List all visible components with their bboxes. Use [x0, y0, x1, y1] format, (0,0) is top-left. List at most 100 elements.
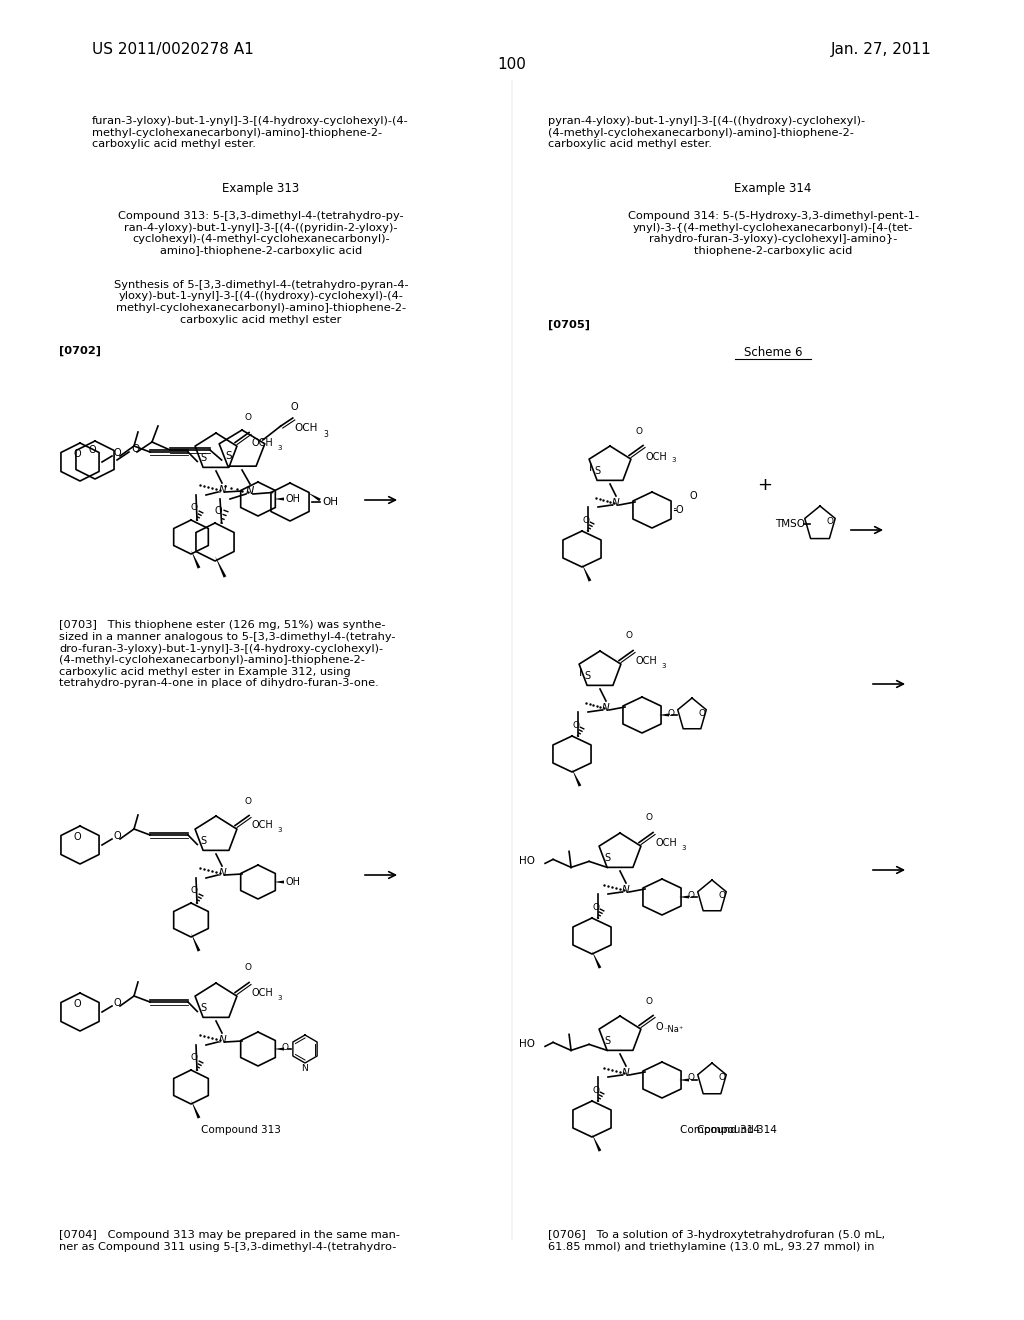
Text: ⁻Na⁺: ⁻Na⁺ [664, 1024, 683, 1034]
Polygon shape [679, 895, 689, 899]
Text: O: O [190, 503, 198, 512]
Text: N: N [623, 1068, 630, 1078]
Text: OH: OH [322, 498, 338, 507]
Text: O: O [291, 403, 299, 412]
Text: O: O [282, 1043, 289, 1052]
Text: 3: 3 [662, 663, 666, 668]
Polygon shape [307, 492, 321, 502]
Text: 3: 3 [278, 828, 282, 833]
Text: O: O [698, 709, 706, 718]
Text: Compound 314: Compound 314 [697, 1125, 777, 1135]
Text: S: S [585, 671, 591, 681]
Text: 3: 3 [681, 845, 685, 850]
Text: OCH: OCH [251, 821, 272, 830]
Text: pyran-4-yloxy)-but-1-ynyl]-3-[(4-((hydroxy)-cyclohexyl)-
(4-methyl-cyclohexaneca: pyran-4-yloxy)-but-1-ynyl]-3-[(4-((hydro… [548, 116, 865, 149]
Text: O: O [645, 813, 652, 822]
Text: S: S [595, 466, 601, 475]
Text: O: O [593, 903, 599, 912]
Text: O: O [114, 447, 122, 458]
Polygon shape [582, 564, 591, 582]
Text: OCH: OCH [251, 437, 272, 447]
Text: O: O [114, 832, 122, 841]
Polygon shape [592, 950, 601, 969]
Text: Synthesis of 5-[3,3-dimethyl-4-(tetrahydro-pyran-4-
yloxy)-but-1-ynyl]-3-[(4-((h: Synthesis of 5-[3,3-dimethyl-4-(tetrahyd… [114, 280, 409, 325]
Text: O: O [826, 517, 834, 527]
Text: [0702]: [0702] [59, 346, 101, 356]
Text: S: S [201, 1003, 207, 1012]
Text: N: N [219, 869, 227, 878]
Polygon shape [572, 770, 582, 787]
Text: O: O [690, 491, 697, 502]
Text: N: N [612, 498, 620, 508]
Text: N: N [246, 486, 254, 496]
Text: O: O [190, 886, 198, 895]
Text: S: S [201, 453, 207, 463]
Text: I: I [589, 463, 592, 474]
Text: O: O [636, 426, 642, 436]
Polygon shape [191, 1100, 201, 1118]
Polygon shape [274, 1048, 284, 1051]
Text: O: O [73, 999, 81, 1008]
Text: 3: 3 [278, 994, 282, 1001]
Text: O: O [676, 506, 684, 515]
Text: 3: 3 [671, 458, 676, 463]
Text: O: O [583, 516, 590, 525]
Text: Scheme 6: Scheme 6 [743, 346, 803, 359]
Text: +: + [758, 477, 772, 494]
Text: Compound 313: 5-[3,3-dimethyl-4-(tetrahydro-py-
ran-4-yloxy)-but-1-ynyl]-3-[(4-(: Compound 313: 5-[3,3-dimethyl-4-(tetrahy… [119, 211, 403, 256]
Text: US 2011/0020278 A1: US 2011/0020278 A1 [92, 42, 254, 57]
Text: O: O [131, 444, 139, 454]
Text: OCH: OCH [655, 838, 677, 849]
Text: Compound 314: Compound 314 [680, 1125, 760, 1135]
Text: O: O [73, 832, 81, 842]
Text: OCH: OCH [295, 422, 318, 433]
Text: O: O [245, 964, 252, 973]
Text: Jan. 27, 2011: Jan. 27, 2011 [831, 42, 932, 57]
Text: TMSO: TMSO [775, 519, 805, 529]
Polygon shape [274, 498, 284, 500]
Text: O: O [626, 631, 633, 640]
Polygon shape [592, 1134, 601, 1151]
Text: O: O [245, 796, 252, 805]
Text: O: O [114, 998, 122, 1008]
Text: 3: 3 [324, 430, 329, 440]
Text: O: O [73, 449, 81, 459]
Text: O: O [645, 997, 652, 1006]
Text: [0705]: [0705] [548, 319, 590, 330]
Text: O: O [719, 891, 725, 899]
Text: O: O [214, 506, 222, 516]
Text: O: O [190, 1053, 198, 1063]
Polygon shape [274, 880, 284, 883]
Text: HO: HO [519, 1039, 536, 1049]
Text: N: N [602, 704, 610, 713]
Text: [0704]   Compound 313 may be prepared in the same man-
ner as Compound 311 using: [0704] Compound 313 may be prepared in t… [59, 1230, 400, 1251]
Text: HO: HO [519, 857, 536, 866]
Text: [0706]   To a solution of 3-hydroxytetrahydrofuran (5.0 mL,
61.85 mmol) and trie: [0706] To a solution of 3-hydroxytetrahy… [548, 1230, 885, 1251]
Text: O: O [572, 721, 580, 730]
Text: S: S [605, 853, 611, 863]
Text: I: I [579, 668, 582, 678]
Polygon shape [191, 933, 201, 952]
Text: S: S [225, 451, 232, 461]
Text: furan-3-yloxy)-but-1-ynyl]-3-[(4-hydroxy-cyclohexyl)-(4-
methyl-cyclohexanecarbo: furan-3-yloxy)-but-1-ynyl]-3-[(4-hydroxy… [92, 116, 409, 149]
Text: N: N [219, 484, 227, 495]
Polygon shape [191, 550, 201, 569]
Text: 3: 3 [278, 445, 282, 450]
Text: O: O [719, 1073, 725, 1082]
Text: O: O [88, 445, 96, 455]
Text: N: N [219, 1035, 227, 1045]
Text: Example 314: Example 314 [734, 182, 812, 195]
Text: 100: 100 [498, 57, 526, 71]
Text: N: N [623, 884, 630, 895]
Text: O: O [245, 413, 252, 422]
Polygon shape [215, 556, 226, 578]
Polygon shape [679, 1078, 689, 1081]
Text: OCH: OCH [251, 987, 272, 998]
Text: O: O [688, 1073, 695, 1082]
Text: S: S [605, 1036, 611, 1045]
Text: S: S [201, 836, 207, 846]
Text: OCH: OCH [635, 656, 656, 667]
Text: [0703]   This thiophene ester (126 mg, 51%) was synthe-
sized in a manner analog: [0703] This thiophene ester (126 mg, 51%… [59, 620, 396, 689]
Text: Example 313: Example 313 [222, 182, 300, 195]
Text: O: O [593, 1086, 599, 1096]
